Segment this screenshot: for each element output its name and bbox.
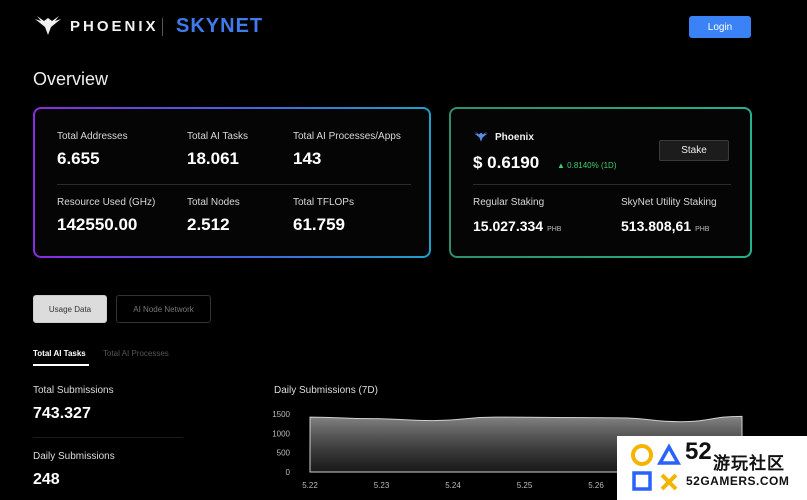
price-change-badge: ▲ 0.8140% (1D) [557,161,617,170]
chart-title: Daily Submissions (7D) [274,385,378,396]
watermark-badge: 52 游玩社区 52GAMERS.COM [617,436,807,500]
watermark-number: 52 [685,438,712,465]
token-price: $ 0.6190 [473,153,540,172]
phoenix-logo-icon[interactable] [33,15,63,37]
total-submissions-label: Total Submissions [33,385,114,396]
tab-ai-node-network[interactable]: AI Node Network [116,295,211,323]
stat-label: Resource Used (GHz) [57,197,156,208]
stat-value: 2.512 [187,215,230,234]
watermark-text: 游玩社区 [713,454,785,473]
y-tick-label: 1500 [272,410,290,419]
x-tick-label: 5.24 [445,481,461,490]
network-stats-card: Total Addresses 6.655 Total AI Tasks 18.… [33,107,431,258]
stats-divider [57,184,411,185]
stat-label: Total AI Processes/Apps [293,131,401,142]
utility-staking-amount: 513.808,61 [621,218,692,234]
phoenix-divider [473,184,731,185]
subtab-total-ai-processes[interactable]: Total AI Processes [103,349,169,358]
gamepad-symbols-icon [629,442,683,496]
x-tick-label: 5.22 [302,481,318,490]
regular-staking-value: 15.027.334 PHB [473,218,561,234]
x-tick-label: 5.25 [517,481,533,490]
watermark-site: 52GAMERS.COM [686,474,790,488]
brand-divider [162,18,163,36]
stat-total-ai-processes: Total AI Processes/Apps 143 [293,131,401,169]
metrics-divider [33,437,183,438]
stat-total-addresses: Total Addresses 6.655 [57,131,128,169]
stat-label: Total Nodes [187,197,240,208]
subtab-total-ai-tasks[interactable]: Total AI Tasks [33,349,86,358]
stat-label: Total TFLOPs [293,197,354,208]
brand-name[interactable]: PHOENIX [70,18,159,35]
utility-staking-value: 513.808,61 PHB [621,218,709,234]
stat-value: 142550.00 [57,215,138,234]
y-tick-label: 1000 [272,429,290,438]
stat-resource-used: Resource Used (GHz) 142550.00 [57,197,155,235]
stat-label: Total AI Tasks [187,131,248,142]
token-name: Phoenix [495,132,534,143]
stat-value: 61.759 [293,215,345,234]
stat-value: 18.061 [187,149,239,168]
x-tick-label: 5.26 [588,481,604,490]
stat-value: 6.655 [57,149,100,168]
top-header: PHOENIX SKYNET Login [0,0,807,60]
regular-staking-label: Regular Staking [473,197,545,208]
login-button[interactable]: Login [689,16,751,38]
product-name[interactable]: SKYNET [176,15,264,37]
phoenix-token-card: Phoenix $ 0.6190 ▲ 0.8140% (1D) Stake Re… [449,107,752,258]
x-tick-label: 5.23 [374,481,390,490]
stat-total-ai-tasks: Total AI Tasks 18.061 [187,131,248,169]
total-submissions-value: 743.327 [33,405,91,422]
stat-value: 143 [293,149,322,168]
active-subtab-indicator [33,364,89,366]
utility-staking-unit: PHB [695,226,710,233]
stake-button[interactable]: Stake [659,140,729,161]
y-tick-label: 0 [286,468,291,477]
phoenix-token-icon [474,131,488,142]
utility-staking-label: SkyNet Utility Staking [621,197,717,208]
stat-label: Total Addresses [57,131,128,142]
y-tick-label: 500 [277,449,291,458]
stat-total-tflops: Total TFLOPs 61.759 [293,197,354,235]
tab-usage-data[interactable]: Usage Data [33,295,107,323]
regular-staking-unit: PHB [547,226,562,233]
page-title: Overview [33,69,109,89]
daily-submissions-label: Daily Submissions [33,451,115,462]
stat-total-nodes: Total Nodes 2.512 [187,197,240,235]
daily-submissions-value: 248 [33,471,60,488]
regular-staking-amount: 15.027.334 [473,218,544,234]
